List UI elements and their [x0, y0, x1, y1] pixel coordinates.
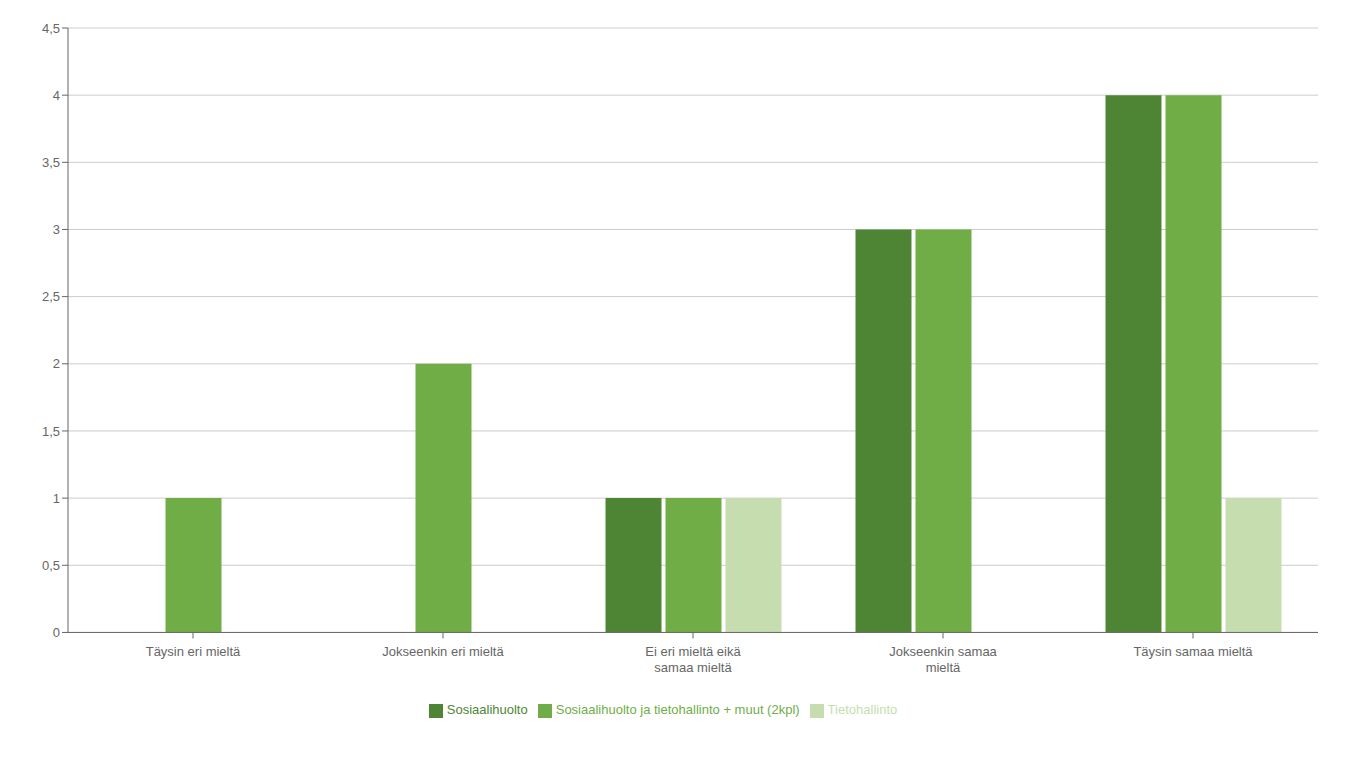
svg-text:4,5: 4,5 [42, 21, 60, 36]
html-text:Tietohallinto: Tietohallinto [827, 702, 898, 718]
html-text:Sosiaalihuolto ja tietohallint: Sosiaalihuolto ja tietohallinto + muut (… [555, 702, 800, 718]
svg-text:Ei eri mieltä eikäsamaa mieltä: Ei eri mieltä eikäsamaa mieltä [645, 644, 741, 675]
svg-text:Täysin eri mieltä: Täysin eri mieltä [146, 644, 241, 659]
svg-text:2: 2 [53, 356, 60, 371]
svg-text:3: 3 [53, 222, 60, 237]
svg-text:1: 1 [53, 491, 60, 506]
svg-text:Jokseenkin eri mieltä: Jokseenkin eri mieltä [382, 644, 504, 659]
svg-text:Jokseenkin samaamieltä: Jokseenkin samaamieltä [889, 644, 997, 675]
svg-text:1,5: 1,5 [42, 424, 60, 439]
html-text:Sosiaalihuolto: Sosiaalihuolto [446, 702, 528, 718]
svg-text:0: 0 [53, 625, 60, 640]
svg-text:3,5: 3,5 [42, 155, 60, 170]
svg-text:Täysin samaa mieltä: Täysin samaa mieltä [1133, 644, 1253, 659]
svg-text:0,5: 0,5 [42, 558, 60, 573]
svg-text:2,5: 2,5 [42, 289, 60, 304]
svg-text:4: 4 [53, 88, 60, 103]
